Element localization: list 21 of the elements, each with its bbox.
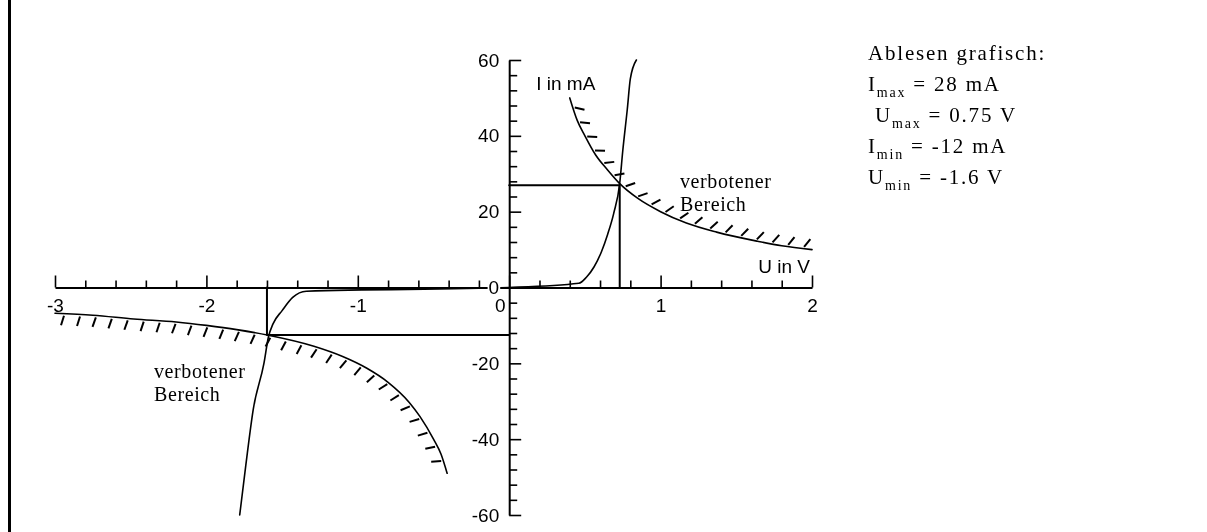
text: U$_{min}$ = -1.6 V bbox=[868, 165, 1004, 193]
text: I$_{min}$ = -12 mA bbox=[868, 134, 1008, 162]
y-tick-label: 20 bbox=[478, 201, 500, 223]
annotation: verbotener Bereich bbox=[680, 170, 772, 215]
y-tick-label: -20 bbox=[471, 352, 500, 374]
x-tick-label: -1 bbox=[349, 294, 367, 316]
x-tick-label: -2 bbox=[198, 294, 216, 316]
x-tick-label: -3 bbox=[47, 294, 64, 316]
y-axis-title: I in mA bbox=[536, 72, 596, 94]
text: Ablesen grafisch: bbox=[868, 41, 1047, 65]
annotation: verbotener Bereich bbox=[154, 360, 246, 405]
y-tick-label: 60 bbox=[478, 49, 500, 71]
x-tick-label: 2 bbox=[807, 294, 818, 316]
y-tick-label: 40 bbox=[478, 125, 500, 147]
y-tick-label: -40 bbox=[471, 428, 500, 450]
x-tick-label: 1 bbox=[655, 294, 667, 316]
y-tick-label: -60 bbox=[471, 504, 500, 526]
text: I$_{max}$ = 28 mA bbox=[868, 72, 1001, 100]
x-axis-title: U in V bbox=[758, 255, 811, 276]
y-tick-label: 0 bbox=[488, 277, 500, 299]
text: U$_{max}$ = 0.75 V bbox=[868, 103, 1017, 131]
